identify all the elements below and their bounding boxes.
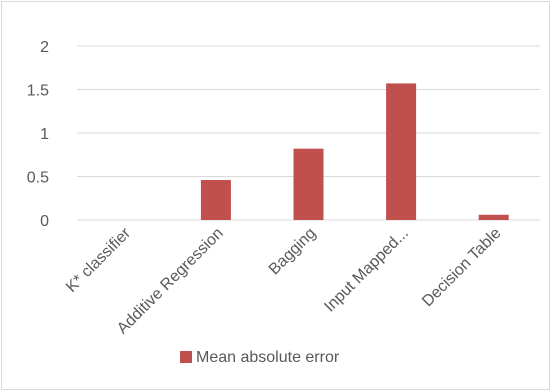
y-tick-label: 0	[40, 213, 49, 230]
bar	[200, 179, 231, 220]
x-tick-label: Decision Table	[419, 225, 504, 310]
x-tick-label: Bagging	[266, 225, 320, 279]
y-tick-label: 1	[40, 126, 49, 143]
y-tick-label: 0.5	[27, 170, 49, 187]
x-tick-label: Additive Regression	[114, 225, 227, 338]
y-tick-label: 1.5	[27, 83, 49, 100]
y-axis-tick-labels: 0 0.5 1 1.5 2	[27, 39, 49, 230]
bar	[386, 83, 417, 220]
bar	[478, 214, 509, 220]
y-tick-label: 2	[40, 39, 49, 56]
legend: Mean absolute error	[180, 349, 340, 366]
x-tick-label: K* classifier	[63, 224, 135, 296]
x-tick-label: Input Mapped...	[321, 225, 412, 316]
bar-series	[200, 83, 509, 220]
legend-swatch	[180, 351, 192, 363]
bar	[293, 148, 324, 220]
legend-label: Mean absolute error	[196, 349, 340, 366]
